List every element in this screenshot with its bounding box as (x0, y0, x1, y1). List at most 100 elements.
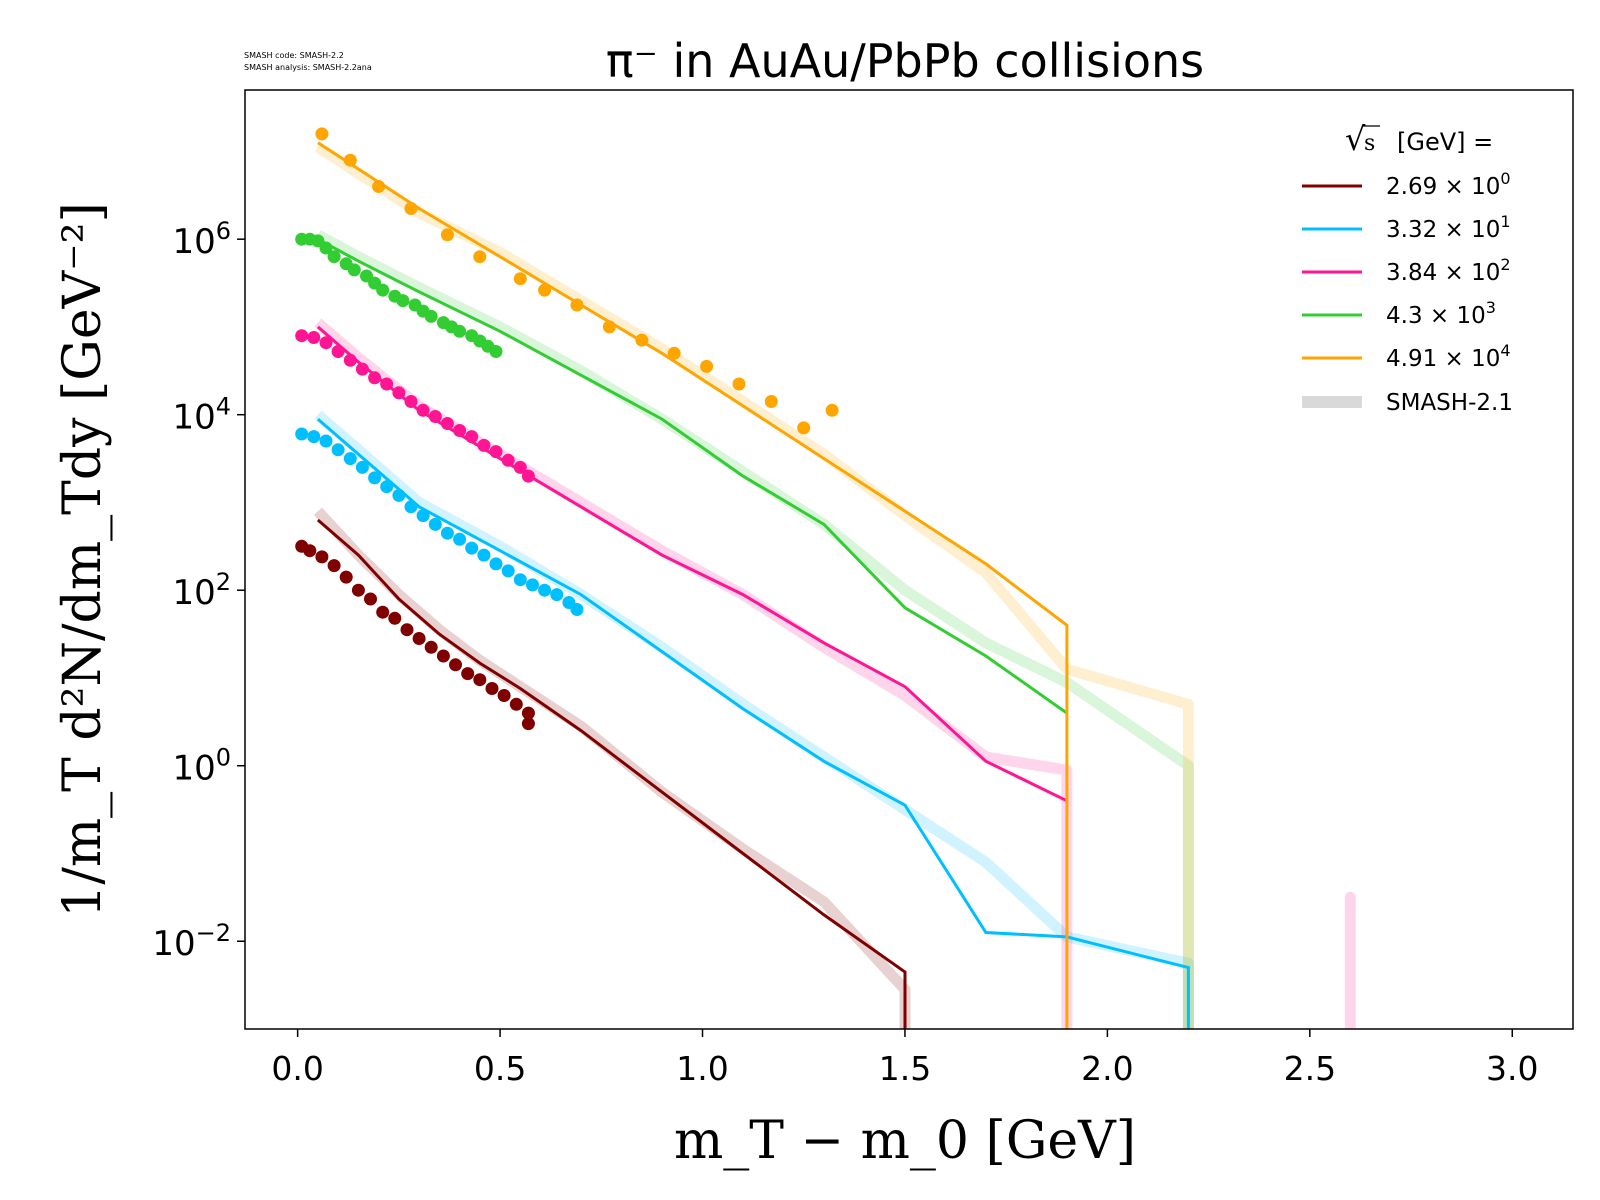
data-point-1-17 (501, 564, 515, 578)
data-point-2-11 (428, 410, 442, 423)
data-point-4-10 (635, 333, 649, 347)
data-point-0-10 (412, 632, 426, 645)
data-point-0-6 (364, 592, 377, 606)
data-point-1-3 (331, 443, 345, 457)
data-point-2-14 (465, 430, 479, 444)
plot-content (295, 127, 1356, 1029)
data-point-3-6 (347, 263, 361, 277)
data-point-4-14 (764, 395, 778, 408)
data-point-2-6 (368, 371, 382, 385)
legend-label-0: 2.69 × 100 (1386, 169, 1511, 200)
data-point-2-4 (343, 353, 357, 367)
data-point-4-5 (473, 250, 487, 264)
x-tick-label: 2.0 (1081, 1049, 1133, 1088)
data-point-4-9 (602, 320, 616, 334)
data-point-2-2 (319, 336, 333, 350)
data-point-0-9 (400, 623, 414, 637)
data-point-0-19 (521, 706, 535, 720)
data-point-2-5 (355, 362, 369, 376)
data-point-2-1 (307, 331, 321, 344)
data-point-0-17 (497, 689, 511, 702)
data-point-1-20 (538, 583, 552, 597)
x-tick-label: 1.0 (676, 1049, 728, 1088)
data-point-0-4 (339, 570, 353, 584)
data-point-3-4 (327, 250, 341, 264)
y-axis-label: 1/m_T d²N/dm_Tdy [GeV⁻²] (53, 202, 113, 917)
data-point-4-7 (538, 283, 552, 297)
code-info-line2: SMASH analysis: SMASH-2.2ana (244, 63, 372, 72)
data-point-4-15 (797, 421, 811, 435)
data-point-4-6 (513, 272, 527, 286)
data-point-4-8 (570, 298, 584, 312)
data-point-1-21 (550, 588, 564, 602)
data-point-0-20 (521, 717, 535, 731)
data-point-1-15 (477, 548, 491, 562)
legend-label-4: 4.91 × 104 (1386, 341, 1511, 372)
data-point-4-2 (372, 180, 386, 193)
x-axis: 0.0 0.5 1.0 1.5 2.0 2.5 3.0 (271, 1029, 1539, 1088)
data-point-0-1 (303, 544, 317, 558)
data-point-2-3 (331, 345, 345, 358)
data-point-2-8 (392, 386, 406, 400)
data-point-0-5 (351, 583, 365, 597)
x-axis-label: m_T − m_0 [GeV] (674, 1111, 1136, 1171)
data-point-4-16 (825, 403, 839, 417)
data-point-1-13 (453, 532, 467, 546)
axes-frame (244, 89, 1574, 1030)
x-tick-label: 3.0 (1486, 1049, 1538, 1088)
data-point-2-16 (489, 445, 503, 459)
data-point-2-9 (404, 395, 418, 408)
reference-line-0 (313, 507, 911, 1029)
data-point-4-4 (440, 228, 454, 242)
legend-label-1: 3.32 × 101 (1386, 212, 1511, 243)
data-point-0-15 (473, 673, 487, 687)
legend-label-2: 3.84 × 102 (1386, 255, 1511, 286)
series-line-4 (317, 141, 1069, 1029)
data-point-0-2 (315, 550, 329, 564)
x-tick-label: 2.5 (1284, 1049, 1336, 1088)
data-point-2-10 (416, 403, 430, 417)
data-point-0-7 (376, 605, 390, 619)
reference-line-4 (314, 142, 1194, 1029)
data-point-4-13 (732, 377, 746, 391)
data-point-1-19 (526, 578, 539, 592)
data-point-2-17 (501, 453, 515, 467)
data-point-1-14 (465, 541, 479, 555)
data-point-0-18 (509, 697, 523, 711)
code-info-line1: SMASH code: SMASH-2.2 (244, 51, 344, 60)
data-point-4-3 (404, 202, 418, 215)
y-tick-label: 102 (172, 568, 231, 613)
data-point-3-9 (376, 283, 390, 297)
data-point-2-7 (380, 377, 394, 391)
y-tick-label: 104 (172, 393, 231, 438)
legend-entries: 2.69 × 100 3.32 × 101 3.84 × 102 4.3 × 103 4… (1302, 169, 1511, 372)
data-point-1-5 (355, 460, 369, 474)
legend-sqrt-symbol: √ (1345, 120, 1366, 158)
reference-line-2 (314, 318, 1073, 1029)
data-point-3-14 (424, 309, 438, 323)
legend-label-reference: SMASH-2.1 (1386, 390, 1513, 416)
data-point-3-21 (489, 345, 503, 358)
data-point-1-0 (295, 427, 309, 441)
series-line-3 (317, 237, 1068, 715)
x-tick-label: 0.0 (271, 1049, 323, 1088)
data-point-3-17 (453, 324, 467, 338)
y-tick-label: 106 (172, 217, 231, 262)
chart-title: π⁻ in AuAu/PbPb collisions (606, 34, 1204, 88)
data-point-1-10 (416, 509, 430, 523)
legend-sqrt-arg: s (1364, 131, 1375, 156)
data-point-4-1 (343, 153, 357, 167)
data-point-1-18 (513, 573, 527, 587)
data-point-1-2 (319, 434, 333, 448)
data-point-2-13 (453, 424, 467, 437)
data-point-0-8 (388, 611, 402, 625)
data-point-2-0 (295, 329, 309, 343)
data-point-1-4 (343, 452, 357, 466)
legend-label-3: 4.3 × 103 (1386, 298, 1496, 329)
data-point-1-11 (428, 517, 442, 531)
data-point-0-11 (424, 640, 438, 654)
data-point-1-1 (307, 430, 321, 444)
data-point-2-12 (440, 417, 454, 430)
x-tick-label: 1.5 (879, 1049, 931, 1088)
